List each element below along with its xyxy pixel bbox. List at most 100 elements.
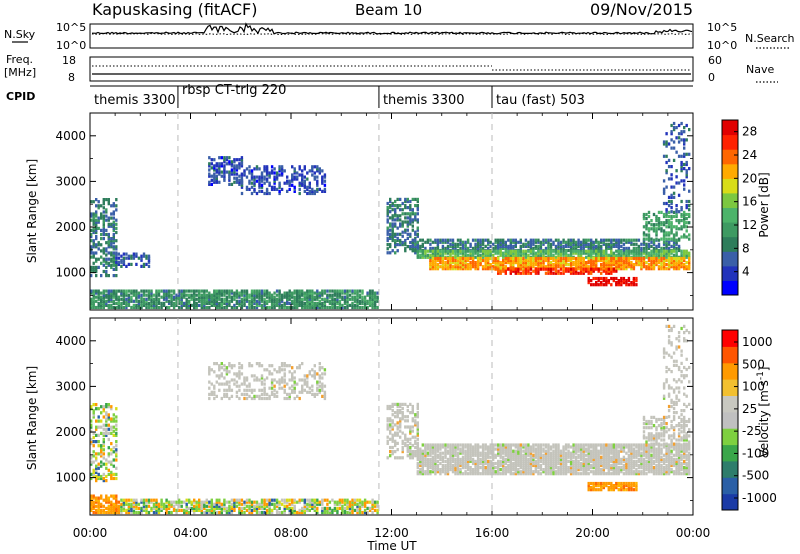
velocity-cell (100, 502, 103, 506)
power-cell (497, 258, 500, 263)
velocity-cell (223, 500, 226, 504)
velocity-cell (481, 451, 485, 455)
velocity-cell (220, 510, 223, 515)
velocity-cell (258, 396, 261, 401)
power-cell (436, 246, 440, 250)
velocity-cell (102, 427, 105, 431)
power-cell (308, 295, 311, 299)
power-cell (172, 303, 176, 307)
velocity-cell (270, 382, 274, 386)
velocity-cell (92, 460, 95, 464)
power-cell (612, 238, 615, 242)
power-cell (569, 249, 573, 253)
power-cell (218, 164, 221, 168)
power-cell (502, 261, 505, 265)
velocity-cell (175, 510, 178, 515)
velocity-cell (479, 461, 482, 466)
power-cell (140, 264, 143, 268)
power-cell (263, 165, 266, 169)
power-cell (301, 289, 304, 293)
power-cell (343, 291, 347, 295)
power-cell (255, 303, 259, 307)
power-cell (630, 261, 633, 265)
power-cell (175, 301, 178, 305)
power-cell (688, 221, 691, 225)
power-cell (323, 187, 327, 191)
power-cell (200, 301, 203, 305)
velocity-cell (110, 470, 113, 474)
power-cell (318, 299, 321, 303)
power-cell (145, 293, 148, 297)
power-cell (404, 204, 407, 208)
power-cell (142, 264, 146, 268)
power-cell (115, 297, 118, 301)
power-cell (421, 242, 424, 246)
velocity-cell (225, 510, 229, 515)
power-cell (675, 225, 678, 229)
velocity-cell (193, 506, 196, 510)
power-cell (675, 204, 678, 208)
power-cell (685, 267, 688, 271)
power-cell (494, 251, 497, 255)
power-cell (683, 162, 686, 167)
power-cell (680, 154, 683, 158)
power-cell (647, 246, 651, 250)
velocity-cell (476, 470, 480, 474)
velocity-cell (112, 433, 115, 437)
power-cell (421, 255, 424, 259)
power-cell (592, 246, 595, 250)
velocity-cell (243, 396, 246, 401)
velocity-cell (233, 498, 236, 502)
velocity-cell (210, 510, 213, 515)
velocity-cell (95, 468, 98, 472)
power-cell (95, 220, 98, 224)
power-cell (115, 208, 118, 212)
velocity-cell (205, 508, 208, 512)
power-cell (677, 246, 681, 250)
velocity-cell (185, 510, 188, 515)
power-cell (406, 220, 409, 224)
velocity-cell (416, 431, 419, 435)
velocity-cell (404, 441, 407, 445)
power-cell (313, 171, 316, 175)
power-cell (250, 169, 254, 173)
power-cell (115, 264, 118, 268)
power-cell (321, 289, 324, 293)
power-cell (147, 291, 151, 295)
velocity-cell (100, 494, 103, 498)
power-cell (291, 305, 294, 310)
power-cell (110, 251, 113, 255)
power-cell (579, 256, 583, 261)
velocity-cell (313, 364, 316, 368)
velocity-cell (223, 498, 226, 502)
power-cell (125, 256, 128, 260)
velocity-cell (313, 372, 316, 376)
power-cell (125, 264, 128, 268)
velocity-cell (333, 508, 337, 512)
power-cell (509, 246, 512, 250)
velocity-cell (167, 500, 171, 504)
power-cell (685, 225, 688, 229)
power-cell (662, 237, 666, 241)
velocity-cell (263, 390, 266, 394)
freq-tick-lo: 8 (68, 71, 75, 84)
power-cell (630, 238, 633, 242)
power-cell (396, 249, 399, 253)
power-cell (100, 303, 103, 307)
power-cell (90, 289, 93, 293)
velocity-cell (436, 447, 440, 451)
velocity-cell (373, 508, 377, 512)
power-cell (512, 244, 515, 248)
power-cell (235, 301, 239, 305)
power-cell (180, 293, 183, 297)
velocity-cell (318, 388, 321, 392)
velocity-cell (293, 504, 296, 508)
power-cell (215, 164, 218, 168)
power-cell (399, 218, 402, 222)
power-cell (534, 271, 538, 275)
velocity-cell (338, 506, 342, 510)
power-cell (615, 240, 618, 244)
velocity-cell (273, 388, 276, 392)
velocity-cell (429, 451, 432, 455)
